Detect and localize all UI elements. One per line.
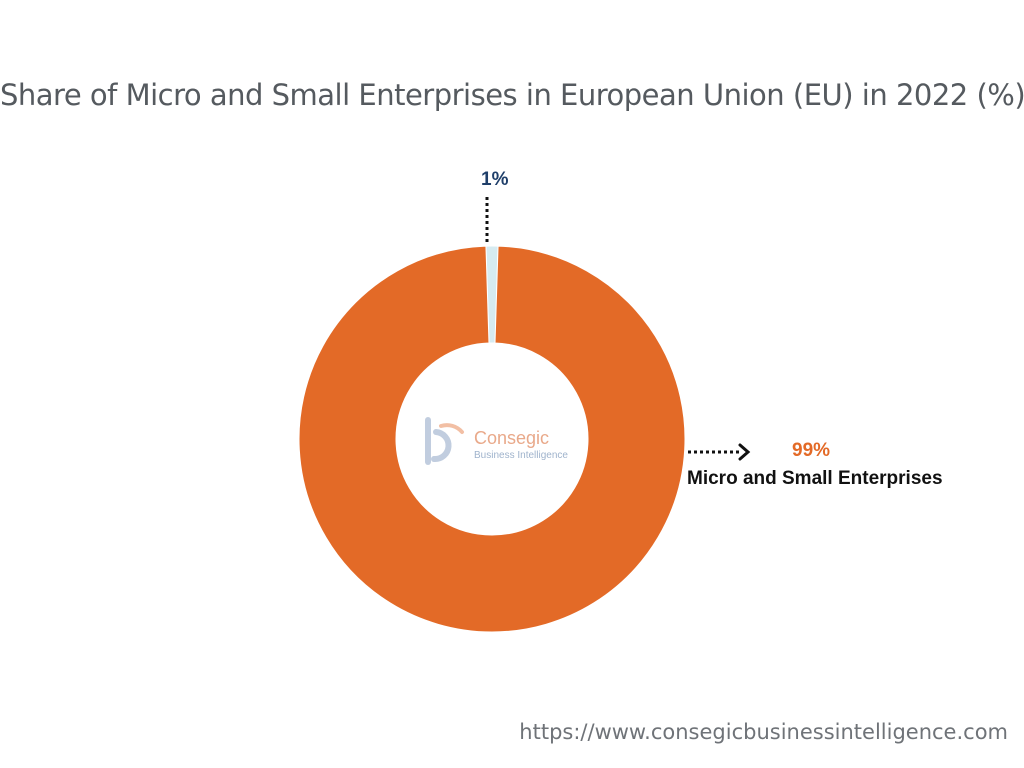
slice-label-name-0: Micro and Small Enterprises	[687, 468, 943, 489]
watermark-subtitle: Business Intelligence	[474, 450, 568, 461]
chart-title: Share of Micro and Small Enterprises in …	[0, 78, 1024, 112]
slice-label-value-1: 1%	[481, 169, 509, 190]
donut-slice-0	[298, 245, 686, 633]
leader-arrowhead	[738, 443, 751, 461]
consegic-logo-icon	[425, 417, 464, 465]
source-url: https://www.consegicbusinessintelligence…	[519, 720, 1008, 744]
watermark-text: Consegic Business Intelligence	[474, 428, 568, 461]
slice-label-value-0: 99%	[792, 440, 831, 461]
watermark-name: Consegic	[474, 428, 550, 448]
